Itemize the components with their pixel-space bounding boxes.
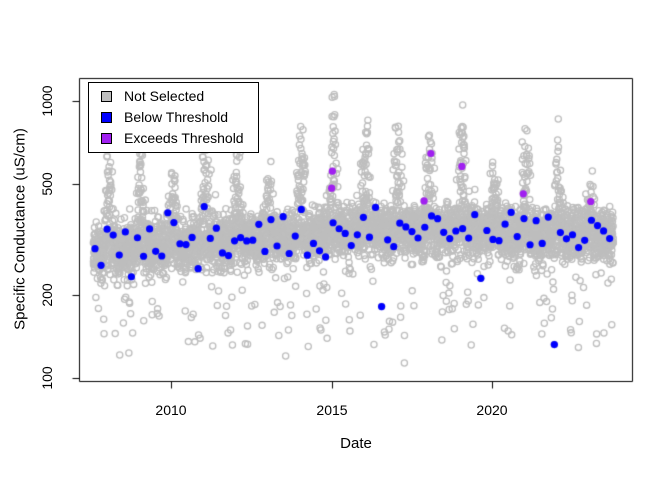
exceeds-threshold-swatch-icon	[101, 133, 112, 144]
below-threshold-swatch-icon	[101, 112, 112, 123]
not-selected-swatch-icon	[101, 91, 112, 102]
legend: Not Selected Below Threshold Exceeds Thr…	[88, 82, 259, 153]
y-tick-label-100: 100	[39, 366, 55, 390]
legend-item-not-selected: Not Selected	[101, 88, 258, 105]
y-tick-label-500: 500	[39, 172, 55, 196]
legend-item-exceeds-threshold: Exceeds Threshold	[101, 130, 258, 147]
legend-label-below-threshold: Below Threshold	[124, 109, 229, 125]
x-tick-label-2010: 2010	[155, 402, 187, 418]
x-tick-label-2015: 2015	[316, 402, 348, 418]
y-tick-label-1000: 1000	[39, 85, 55, 117]
y-axis-title: Specific Conductance (uS/cm)	[11, 128, 29, 330]
legend-label-exceeds-threshold: Exceeds Threshold	[124, 130, 244, 146]
x-axis-title: Date	[340, 435, 372, 452]
legend-item-below-threshold: Below Threshold	[101, 109, 258, 126]
y-tick-label-200: 200	[39, 283, 55, 307]
x-tick-label-2020: 2020	[476, 402, 508, 418]
legend-label-not-selected: Not Selected	[124, 88, 205, 104]
